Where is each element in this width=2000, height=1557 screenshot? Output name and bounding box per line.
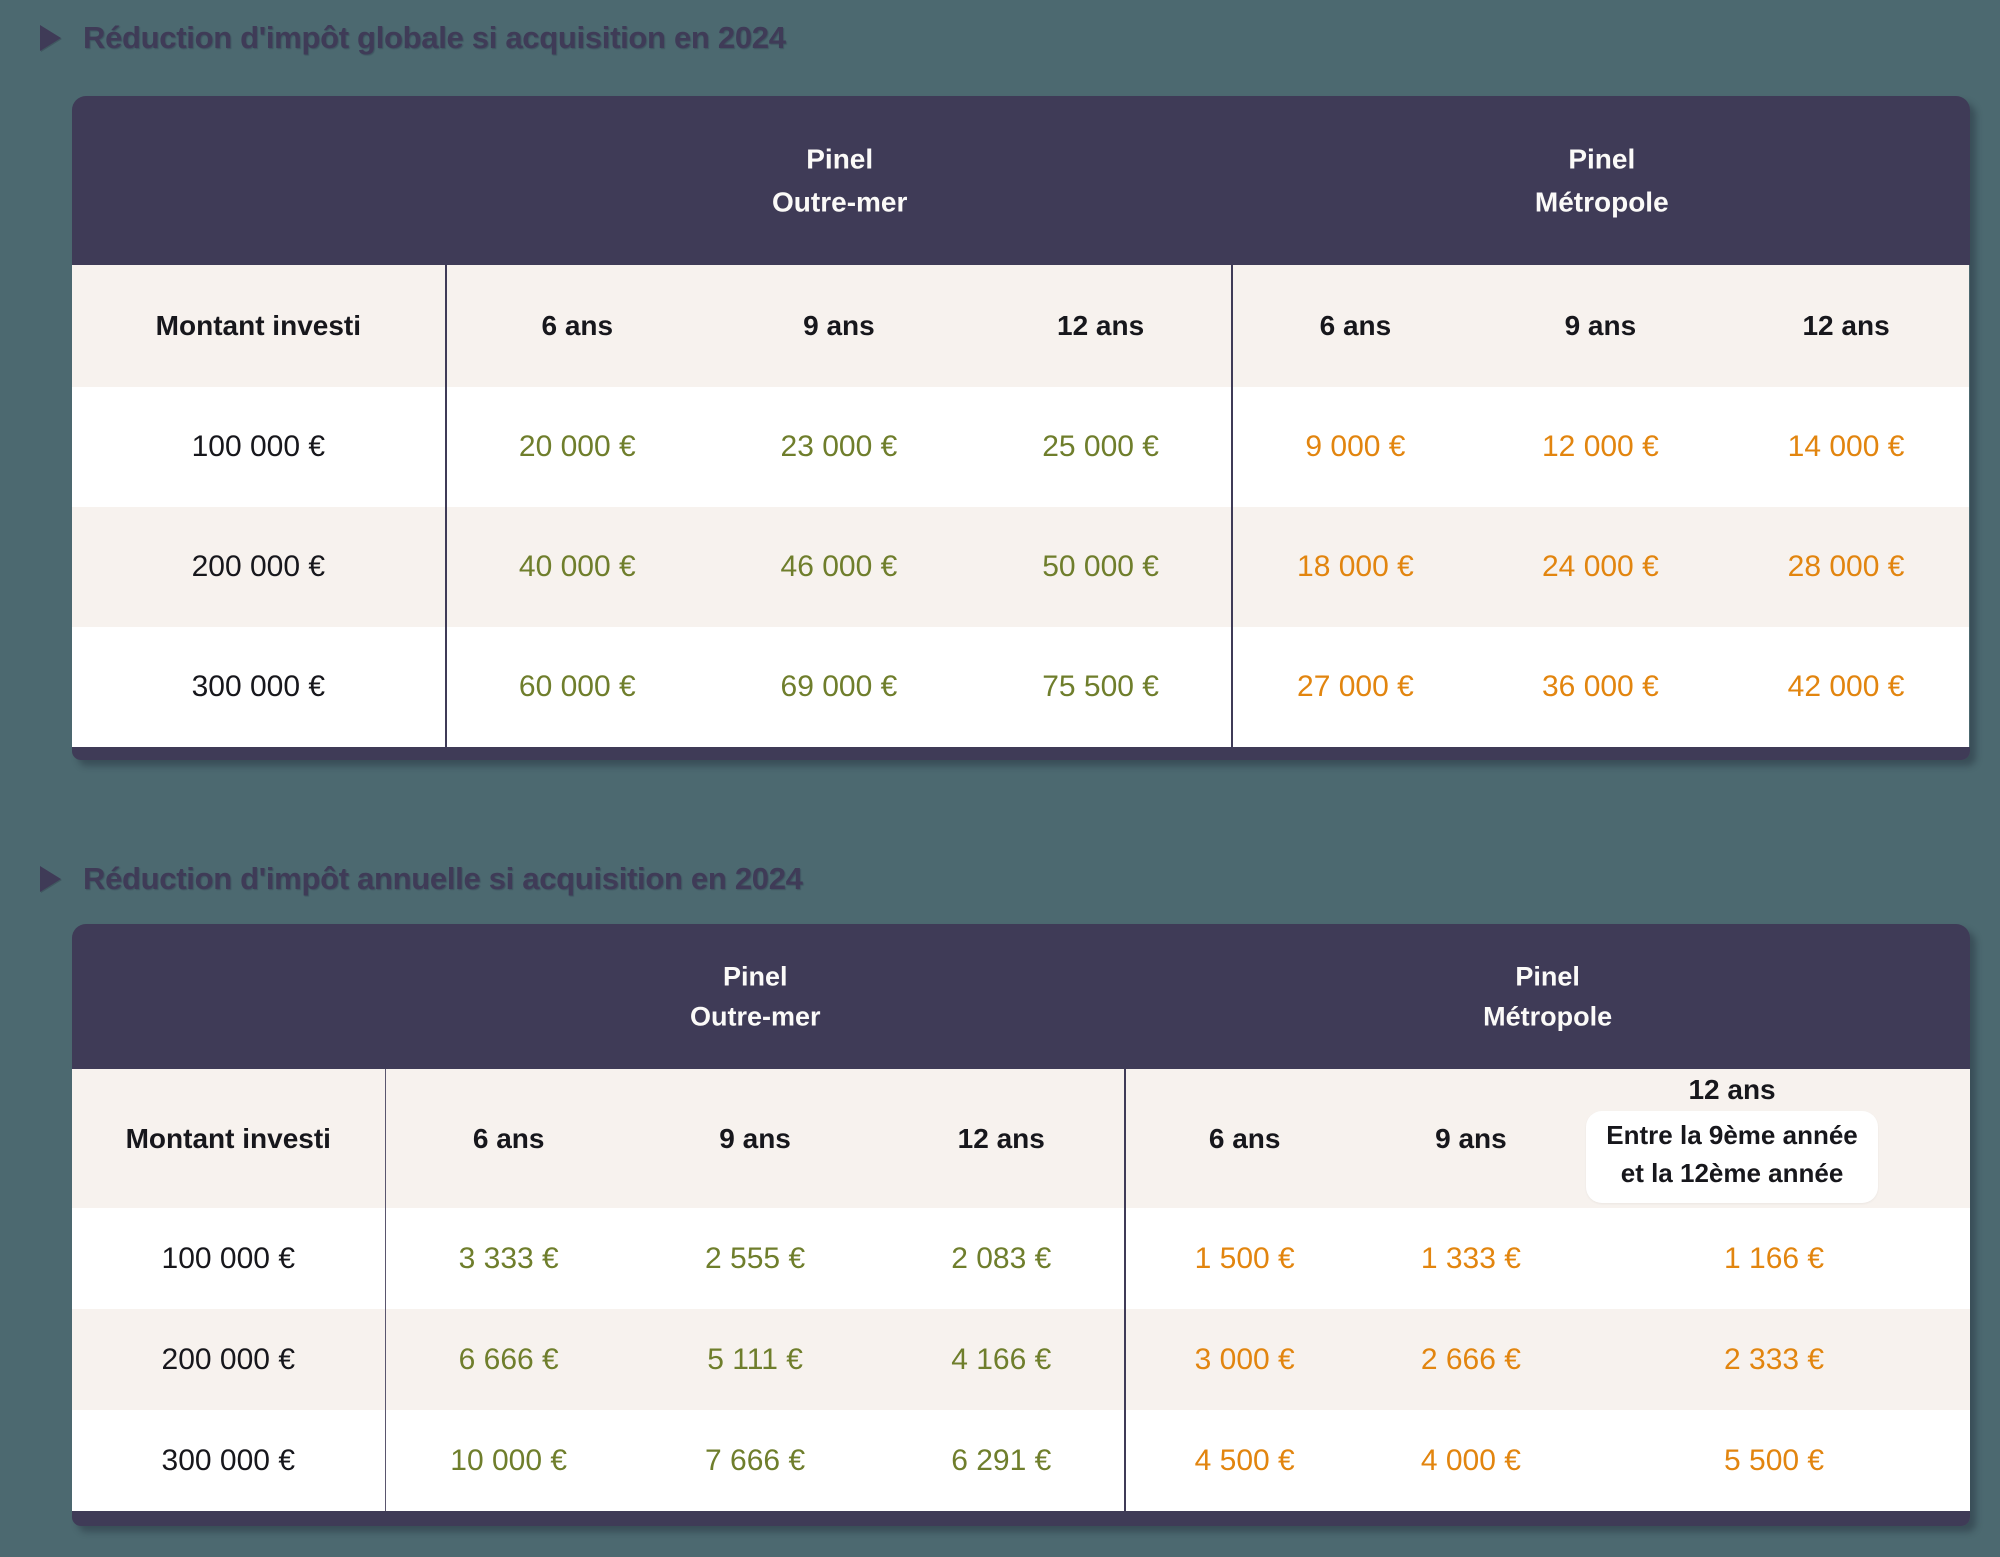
value-om-9ans: 23 000 € xyxy=(780,430,898,463)
amount-cell: 200 000 € xyxy=(161,1342,296,1376)
group-label-line1: Pinel xyxy=(1515,961,1580,991)
value-met-6ans: 9 000 € xyxy=(1231,387,1478,507)
value-met-6ans: 3 000 € xyxy=(1124,1309,1364,1410)
triangle-bullet-icon xyxy=(40,866,61,892)
value-met-12ans: 42 000 € xyxy=(1787,670,1905,703)
section-title: Réduction d'impôt annuelle si acquisitio… xyxy=(83,861,803,896)
column-header-row: Montant investi 6 ans 9 ans 12 ans 6 ans… xyxy=(72,265,1969,387)
page: { "colors": { "page_background": "#4C697… xyxy=(0,16,2000,1557)
value-met-12ans: 5 500 € xyxy=(1723,1443,1825,1477)
value-met-12ans: 14 000 € xyxy=(1787,430,1905,463)
table-row-200000: 200 000 € 40 000 € 46 000 € 50 000 € 18 … xyxy=(72,507,1969,627)
value-met-6ans: 27 000 € xyxy=(1231,627,1478,747)
value-om-9ans: 46 000 € xyxy=(780,550,898,583)
value-om-9ans: 7 666 € xyxy=(705,1443,806,1477)
group-label-line2: Métropole xyxy=(1483,1001,1613,1032)
year-header-om-12ans: 12 ans xyxy=(1057,310,1145,341)
value-met-9ans: 1 333 € xyxy=(1420,1241,1521,1275)
met-12ans-range-note: Entre la 9ème année et la 12ème année xyxy=(1586,1111,1878,1203)
value-om-12ans: 75 500 € xyxy=(1042,670,1159,703)
value-om-6ans: 60 000 € xyxy=(444,627,708,747)
table-row-300000: 300 000 € 10 000 € 7 666 € 6 291 € 4 500… xyxy=(72,1410,1970,1511)
met-12ans-label: 12 ans xyxy=(1688,1074,1776,1106)
value-om-12ans: 2 083 € xyxy=(951,1241,1052,1275)
value-om-12ans: 25 000 € xyxy=(1042,430,1159,463)
table-card-global: Pinel Outre-mer Pinel Métropole Montant … xyxy=(72,96,1970,760)
tax-table-global: Montant investi 6 ans 9 ans 12 ans 6 ans… xyxy=(72,265,1970,747)
value-om-9ans: 2 555 € xyxy=(705,1241,806,1275)
year-header-om-12ans: 12 ans xyxy=(957,1122,1045,1154)
group-header-pinel-outremer: Pinel Outre-mer xyxy=(385,956,1125,1037)
value-om-12ans: 4 166 € xyxy=(951,1342,1052,1376)
section-title: Réduction d'impôt globale si acquisition… xyxy=(83,20,786,55)
table-row-100000: 100 000 € 20 000 € 23 000 € 25 000 € 9 0… xyxy=(72,387,1969,507)
table-row-300000: 300 000 € 60 000 € 69 000 € 75 500 € 27 … xyxy=(72,627,1969,747)
value-met-9ans: 4 000 € xyxy=(1420,1443,1521,1477)
table-row-200000: 200 000 € 6 666 € 5 111 € 4 166 € 3 000 … xyxy=(72,1309,1970,1410)
table-group-header-band: Pinel Outre-mer Pinel Métropole xyxy=(72,924,1970,1069)
tax-table-annuelle: Montant investi 6 ans 9 ans 12 ans 6 ans… xyxy=(72,1069,1970,1511)
value-om-6ans: 10 000 € xyxy=(384,1410,632,1511)
value-om-6ans: 6 666 € xyxy=(384,1309,632,1410)
section-title-toggle[interactable]: Réduction d'impôt globale si acquisition… xyxy=(40,16,2000,60)
value-met-9ans: 12 000 € xyxy=(1541,430,1659,463)
value-met-12ans: 2 333 € xyxy=(1723,1342,1825,1376)
year-header-met-6ans: 6 ans xyxy=(1124,1069,1364,1208)
group-label-line2: Outre-mer xyxy=(690,1001,821,1032)
year-header-met-9ans: 9 ans xyxy=(1564,310,1637,341)
value-met-12ans: 1 166 € xyxy=(1723,1241,1825,1275)
group-label-line1: Pinel xyxy=(1568,143,1636,175)
section-reduction-annuelle: Réduction d'impôt annuelle si acquisitio… xyxy=(0,857,2000,1526)
year-header-met-9ans: 9 ans xyxy=(1435,1122,1507,1154)
amount-cell: 100 000 € xyxy=(191,430,326,463)
group-header-pinel-metropole: Pinel Métropole xyxy=(1125,956,1970,1037)
value-met-6ans: 18 000 € xyxy=(1231,507,1478,627)
table-group-header-band: Pinel Outre-mer Pinel Métropole xyxy=(72,96,1970,265)
value-om-6ans: 3 333 € xyxy=(384,1208,632,1309)
year-header-met-6ans: 6 ans xyxy=(1231,265,1478,387)
amount-cell: 100 000 € xyxy=(161,1241,296,1275)
value-om-6ans: 40 000 € xyxy=(444,507,708,627)
group-label-line1: Pinel xyxy=(723,961,788,991)
value-om-12ans: 50 000 € xyxy=(1042,550,1159,583)
value-om-6ans: 20 000 € xyxy=(444,387,708,507)
met-12ans-header-block: 12 ans Entre la 9ème année et la 12ème a… xyxy=(1579,1074,1886,1203)
year-header-met-12ans: 12 ans Entre la 9ème année et la 12ème a… xyxy=(1579,1069,1970,1208)
triangle-bullet-icon xyxy=(40,25,61,51)
column-header-row: Montant investi 6 ans 9 ans 12 ans 6 ans… xyxy=(72,1069,1970,1208)
table-row-100000: 100 000 € 3 333 € 2 555 € 2 083 € 1 500 … xyxy=(72,1208,1970,1309)
group-header-pinel-metropole: Pinel Métropole xyxy=(1234,137,1970,224)
value-om-12ans: 6 291 € xyxy=(951,1443,1052,1477)
column-header-montant-investi: Montant investi xyxy=(125,1122,331,1154)
group-label-line2: Métropole xyxy=(1534,186,1669,218)
range-note-line2: et la 12ème année xyxy=(1620,1158,1844,1188)
value-om-9ans: 5 111 € xyxy=(707,1342,803,1376)
amount-cell: 300 000 € xyxy=(161,1443,296,1477)
value-met-9ans: 36 000 € xyxy=(1541,670,1659,703)
group-header-pinel-outremer: Pinel Outre-mer xyxy=(446,137,1234,224)
table-bottom-bar xyxy=(72,747,1970,760)
value-met-9ans: 24 000 € xyxy=(1541,550,1659,583)
table-card-annuelle: Pinel Outre-mer Pinel Métropole Montant … xyxy=(72,924,1970,1526)
table-bottom-bar xyxy=(72,1511,1970,1526)
year-header-om-6ans: 6 ans xyxy=(444,265,708,387)
value-met-12ans: 28 000 € xyxy=(1787,550,1905,583)
amount-cell: 200 000 € xyxy=(191,550,326,583)
column-header-montant-investi: Montant investi xyxy=(155,310,362,341)
value-met-6ans: 4 500 € xyxy=(1124,1410,1364,1511)
year-header-met-12ans: 12 ans xyxy=(1802,310,1890,341)
section-title-toggle[interactable]: Réduction d'impôt annuelle si acquisitio… xyxy=(40,857,2000,901)
range-note-line1: Entre la 9ème année xyxy=(1606,1120,1858,1151)
amount-cell: 300 000 € xyxy=(191,670,326,703)
value-om-9ans: 69 000 € xyxy=(780,670,898,703)
group-label-line1: Pinel xyxy=(806,143,874,175)
value-met-9ans: 2 666 € xyxy=(1420,1342,1521,1376)
section-reduction-globale: Réduction d'impôt globale si acquisition… xyxy=(0,16,2000,760)
group-label-line2: Outre-mer xyxy=(772,186,908,218)
year-header-om-6ans: 6 ans xyxy=(384,1069,632,1208)
year-header-om-9ans: 9 ans xyxy=(803,310,875,341)
value-met-6ans: 1 500 € xyxy=(1124,1208,1364,1309)
year-header-om-9ans: 9 ans xyxy=(719,1122,791,1154)
